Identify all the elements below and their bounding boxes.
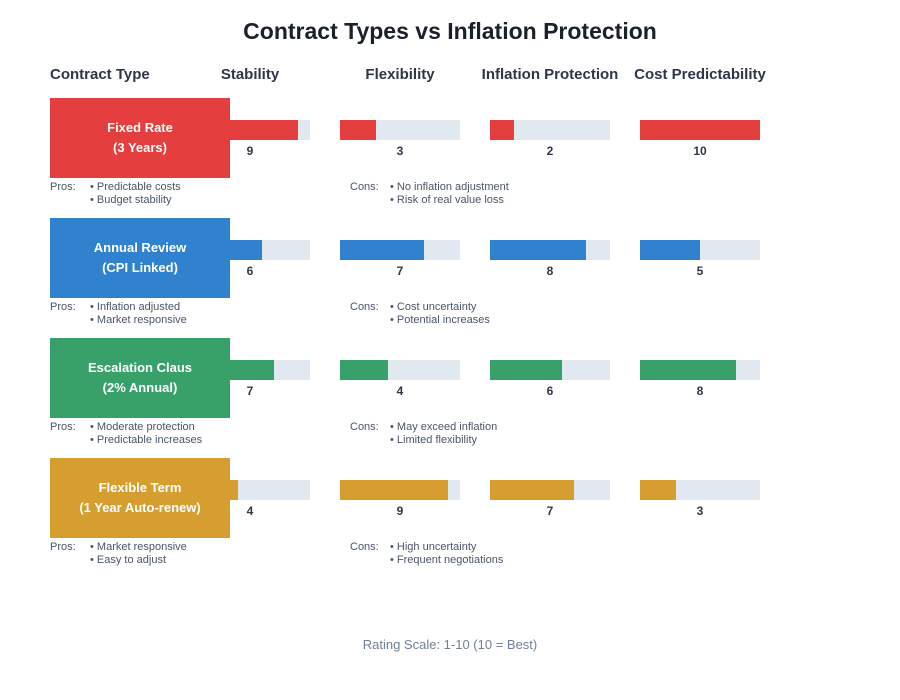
bar-fill bbox=[490, 240, 586, 260]
contract-type-box-flexible-term: Flexible Term (1 Year Auto-renew) bbox=[50, 458, 230, 538]
inflation-protection-value: 6 bbox=[546, 384, 554, 398]
bar-fill bbox=[640, 360, 736, 380]
cons-item: Frequent negotiations bbox=[390, 554, 503, 567]
cost-predictability-bar bbox=[640, 480, 760, 500]
flexibility-value: 3 bbox=[396, 144, 404, 158]
column-header-inflation-protection: Inflation Protection bbox=[481, 66, 619, 83]
pros-item: Predictable increases bbox=[90, 434, 202, 447]
pros-label: Pros: bbox=[50, 421, 76, 433]
bar-fill bbox=[640, 120, 760, 140]
pros-item: Market responsive bbox=[90, 314, 187, 327]
cons-list: May exceed inflation Limited flexibility bbox=[390, 421, 497, 446]
cons-label: Cons: bbox=[350, 541, 379, 553]
cons-item: May exceed inflation bbox=[390, 421, 497, 434]
bar-fill bbox=[490, 360, 562, 380]
cons-item: Limited flexibility bbox=[390, 434, 497, 447]
inflation-protection-bar bbox=[490, 120, 610, 140]
inflation-protection-value: 7 bbox=[546, 504, 554, 518]
contract-type-box-fixed-rate: Fixed Rate (3 Years) bbox=[50, 98, 230, 178]
column-header-flexibility: Flexibility bbox=[365, 66, 435, 83]
pros-item: Moderate protection bbox=[90, 421, 202, 434]
contract-type-label: Annual Review bbox=[93, 240, 187, 255]
cons-item: Potential increases bbox=[390, 314, 490, 327]
contract-type-label: Fixed Rate bbox=[107, 120, 173, 135]
cons-list: No inflation adjustment Risk of real val… bbox=[390, 181, 509, 206]
flexibility-value: 7 bbox=[396, 264, 404, 278]
flexibility-value: 9 bbox=[396, 504, 404, 518]
pros-item: Market responsive bbox=[90, 541, 187, 554]
pros-label: Pros: bbox=[50, 541, 76, 553]
contract-type-sublabel: (CPI Linked) bbox=[102, 260, 178, 275]
cost-predictability-bar bbox=[640, 120, 760, 140]
contract-type-label: Escalation Claus bbox=[87, 360, 193, 375]
stability-value: 7 bbox=[246, 384, 254, 398]
cost-predictability-value: 5 bbox=[696, 264, 704, 278]
cost-predictability-value: 3 bbox=[696, 504, 704, 518]
bar-fill bbox=[490, 480, 574, 500]
pros-list: Inflation adjusted Market responsive bbox=[90, 301, 187, 326]
inflation-protection-bar bbox=[490, 360, 610, 380]
cost-predictability-value: 8 bbox=[696, 384, 704, 398]
cons-item: No inflation adjustment bbox=[390, 181, 509, 194]
cost-predictability-bar bbox=[640, 360, 760, 380]
inflation-protection-bar bbox=[490, 240, 610, 260]
pros-item: Predictable costs bbox=[90, 181, 181, 194]
cons-label: Cons: bbox=[350, 421, 379, 433]
bar-fill bbox=[640, 240, 700, 260]
page-title: Contract Types vs Inflation Protection bbox=[243, 18, 657, 44]
stability-value: 4 bbox=[246, 504, 254, 518]
cons-item: High uncertainty bbox=[390, 541, 503, 554]
bar-fill bbox=[340, 480, 448, 500]
inflation-protection-bar bbox=[490, 480, 610, 500]
pros-item: Easy to adjust bbox=[90, 554, 187, 567]
contract-type-sublabel: (3 Years) bbox=[113, 140, 167, 155]
bar-fill bbox=[340, 240, 424, 260]
cons-item: Cost uncertainty bbox=[390, 301, 490, 314]
cost-predictability-value: 10 bbox=[693, 144, 707, 158]
cost-predictability-bar bbox=[640, 240, 760, 260]
bar-fill bbox=[340, 120, 376, 140]
pros-label: Pros: bbox=[50, 301, 76, 313]
pros-item: Budget stability bbox=[90, 194, 181, 207]
cons-label: Cons: bbox=[350, 301, 379, 313]
cons-list: Cost uncertainty Potential increases bbox=[390, 301, 490, 326]
flexibility-bar bbox=[340, 120, 460, 140]
pros-item: Inflation adjusted bbox=[90, 301, 187, 314]
cons-list: High uncertainty Frequent negotiations bbox=[390, 541, 503, 566]
bar-fill bbox=[490, 120, 514, 140]
flexibility-bar bbox=[340, 480, 460, 500]
pros-label: Pros: bbox=[50, 181, 76, 193]
contract-type-sublabel: (1 Year Auto-renew) bbox=[79, 500, 201, 515]
rating-scale-note: Rating Scale: 1-10 (10 = Best) bbox=[362, 637, 538, 652]
column-header-contract-type: Contract Type bbox=[50, 66, 150, 83]
cons-label: Cons: bbox=[350, 181, 379, 193]
contract-type-box-annual-review: Annual Review (CPI Linked) bbox=[50, 218, 230, 298]
contract-type-label: Flexible Term bbox=[98, 480, 182, 495]
flexibility-bar bbox=[340, 360, 460, 380]
pros-list: Moderate protection Predictable increase… bbox=[90, 421, 202, 446]
pros-list: Predictable costs Budget stability bbox=[90, 181, 181, 206]
flexibility-bar bbox=[340, 240, 460, 260]
flexibility-value: 4 bbox=[396, 384, 404, 398]
stability-value: 9 bbox=[246, 144, 254, 158]
bar-fill bbox=[340, 360, 388, 380]
contract-type-box-escalation-clause: Escalation Claus (2% Annual) bbox=[50, 338, 230, 418]
cons-item: Risk of real value loss bbox=[390, 194, 509, 207]
bar-fill bbox=[640, 480, 676, 500]
column-header-cost-predictability: Cost Predictability bbox=[634, 66, 766, 83]
column-header-stability: Stability bbox=[220, 66, 280, 83]
stability-value: 6 bbox=[246, 264, 254, 278]
pros-list: Market responsive Easy to adjust bbox=[90, 541, 187, 566]
inflation-protection-value: 2 bbox=[546, 144, 554, 158]
inflation-protection-value: 8 bbox=[546, 264, 554, 278]
contract-type-sublabel: (2% Annual) bbox=[102, 380, 178, 395]
